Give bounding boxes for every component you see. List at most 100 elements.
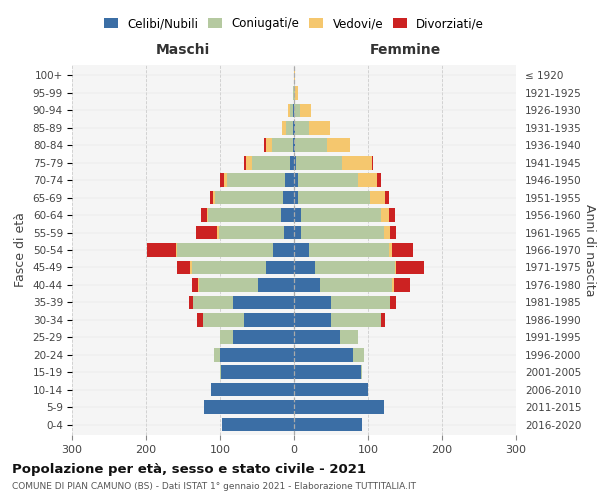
Bar	[220, 174, 224, 187]
Bar	[384, 226, 390, 239]
Bar	[233, 296, 294, 309]
Bar	[201, 208, 206, 222]
Bar	[377, 174, 380, 187]
Bar	[293, 138, 294, 152]
Bar	[326, 138, 350, 152]
Bar	[294, 191, 298, 204]
Bar	[295, 121, 309, 134]
Bar	[217, 226, 218, 239]
Bar	[148, 243, 176, 257]
Bar	[220, 348, 294, 362]
Bar	[288, 104, 290, 117]
Bar	[372, 156, 373, 170]
Bar	[281, 208, 294, 222]
Bar	[294, 330, 340, 344]
Bar	[221, 366, 294, 379]
Bar	[192, 260, 266, 274]
Bar	[294, 156, 296, 170]
Bar	[266, 260, 294, 274]
Bar	[215, 191, 283, 204]
Bar	[294, 348, 353, 362]
Bar	[290, 156, 294, 170]
Bar	[301, 226, 384, 239]
Text: Popolazione per età, sesso e stato civile - 2021: Popolazione per età, sesso e stato civil…	[12, 462, 366, 475]
Bar	[189, 296, 193, 309]
Bar	[295, 86, 298, 100]
Bar	[204, 400, 294, 414]
Bar	[294, 296, 331, 309]
Bar	[233, 330, 294, 344]
Bar	[227, 174, 285, 187]
Bar	[265, 138, 266, 152]
Bar	[293, 121, 294, 134]
Bar	[176, 243, 177, 257]
Bar	[294, 68, 295, 82]
Bar	[199, 278, 259, 291]
Legend: Celibi/Nubili, Coniugati/e, Vedovi/e, Divorziati/e: Celibi/Nubili, Coniugati/e, Vedovi/e, Di…	[104, 18, 484, 30]
Bar	[396, 260, 424, 274]
Bar	[224, 174, 227, 187]
Bar	[294, 86, 295, 100]
Bar	[382, 208, 389, 222]
Bar	[286, 121, 293, 134]
Bar	[211, 383, 294, 396]
Bar	[298, 191, 370, 204]
Bar	[389, 243, 392, 257]
Bar	[309, 121, 329, 134]
Bar	[294, 208, 301, 222]
Bar	[218, 226, 284, 239]
Bar	[298, 174, 358, 187]
Bar	[293, 86, 294, 100]
Bar	[252, 156, 290, 170]
Bar	[244, 313, 294, 326]
Bar	[246, 156, 252, 170]
Bar	[273, 243, 294, 257]
Bar	[300, 104, 311, 117]
Bar	[315, 260, 395, 274]
Bar	[193, 296, 233, 309]
Bar	[353, 348, 364, 362]
Bar	[220, 330, 233, 344]
Bar	[214, 348, 220, 362]
Bar	[294, 174, 298, 187]
Bar	[177, 243, 273, 257]
Bar	[385, 191, 389, 204]
Bar	[294, 104, 300, 117]
Bar	[206, 208, 208, 222]
Bar	[190, 260, 192, 274]
Bar	[283, 191, 294, 204]
Bar	[293, 104, 294, 117]
Bar	[390, 226, 396, 239]
Bar	[320, 278, 392, 291]
Bar	[309, 243, 389, 257]
Bar	[294, 278, 320, 291]
Bar	[222, 418, 294, 432]
Bar	[290, 104, 293, 117]
Bar	[390, 296, 396, 309]
Bar	[331, 313, 382, 326]
Bar	[392, 243, 413, 257]
Bar	[358, 174, 377, 187]
Bar	[214, 191, 215, 204]
Bar	[272, 138, 293, 152]
Bar	[294, 226, 301, 239]
Bar	[294, 383, 368, 396]
Bar	[392, 278, 394, 291]
Bar	[294, 400, 384, 414]
Bar	[203, 313, 244, 326]
Bar	[294, 366, 361, 379]
Text: Femmine: Femmine	[370, 43, 440, 57]
Bar	[370, 191, 385, 204]
Bar	[282, 121, 286, 134]
Bar	[294, 418, 362, 432]
Bar	[177, 260, 190, 274]
Bar	[294, 243, 309, 257]
Bar	[394, 278, 410, 291]
Bar	[198, 278, 199, 291]
Bar	[285, 174, 294, 187]
Bar	[209, 191, 214, 204]
Bar	[296, 156, 342, 170]
Bar	[294, 313, 331, 326]
Y-axis label: Fasce di età: Fasce di età	[14, 212, 27, 288]
Bar	[220, 366, 221, 379]
